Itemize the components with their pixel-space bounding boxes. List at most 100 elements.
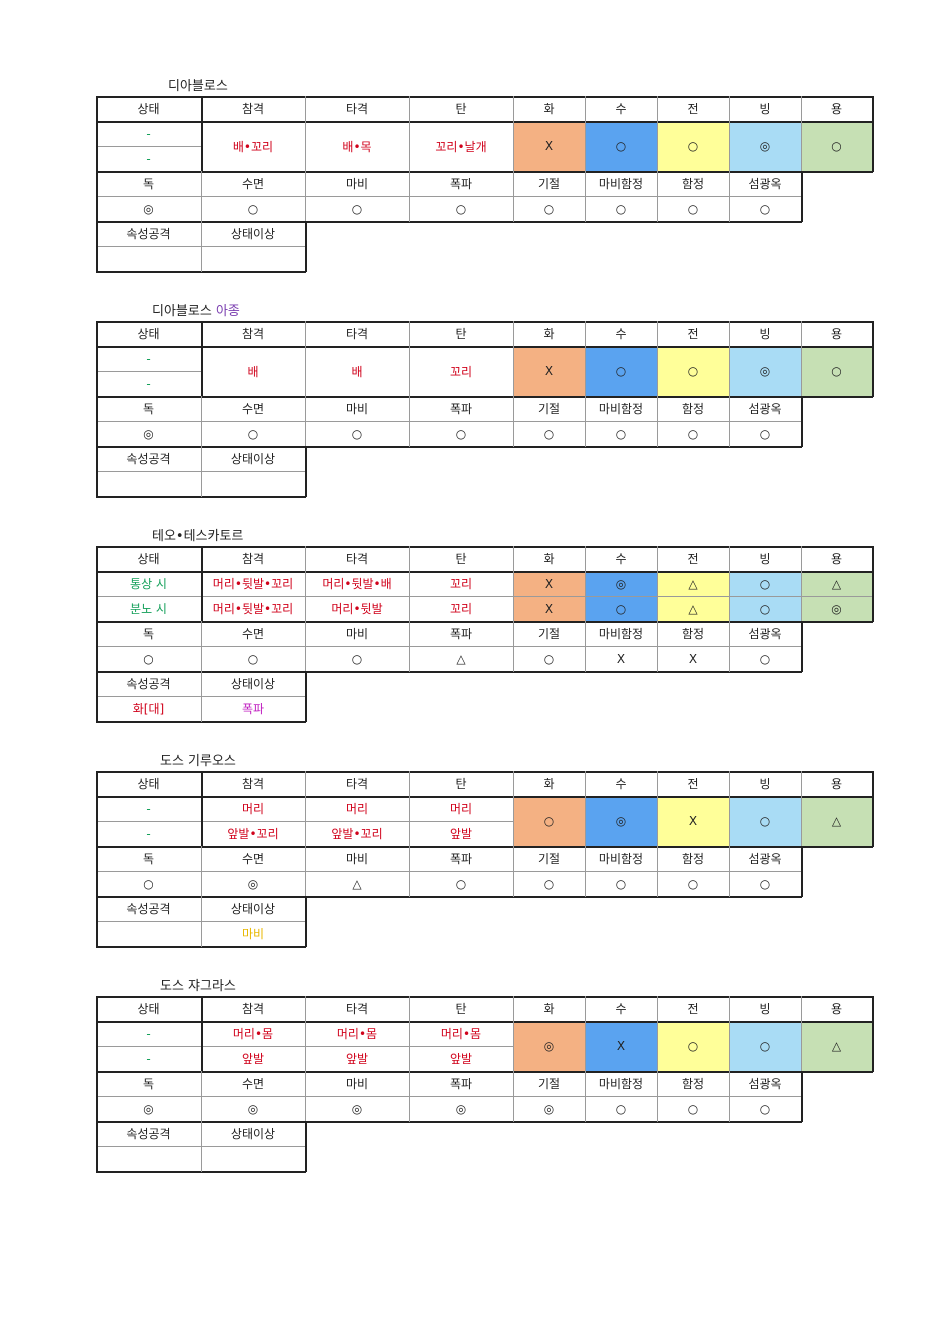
monster-name: 도스 쟈그라스	[160, 975, 236, 994]
column-divider	[729, 171, 730, 222]
status-header-cell: 마비함정	[598, 627, 644, 641]
column-divider	[96, 396, 98, 447]
status-header-cell: 폭파	[449, 627, 473, 641]
column-divider	[872, 96, 874, 172]
row-divider	[96, 571, 873, 573]
status-effect-value: ○	[687, 426, 699, 441]
state-label: -	[146, 126, 151, 141]
status-header-cell: 수면	[241, 852, 265, 866]
row-divider	[96, 271, 306, 273]
column-divider	[96, 171, 98, 222]
row-divider	[96, 96, 873, 98]
state-label: -	[146, 826, 151, 841]
column-divider	[409, 1071, 410, 1122]
header-cell: 참격	[241, 327, 265, 341]
attack-header-cell: 속성공격	[126, 677, 171, 691]
column-divider	[801, 1071, 803, 1122]
state-label: 분노 시	[130, 602, 167, 616]
row-divider	[96, 546, 873, 548]
row-divider	[96, 896, 802, 898]
column-divider	[657, 996, 658, 1072]
status-header-cell: 함정	[681, 177, 705, 191]
column-divider	[585, 171, 586, 222]
monster-name-text: 디아블로스	[152, 304, 212, 319]
header-cell: 용	[830, 102, 843, 116]
header-cell: 상태	[137, 552, 160, 566]
column-divider	[96, 1071, 98, 1122]
weak-part-blunt: 머리•몸	[336, 1027, 378, 1041]
column-divider	[872, 321, 874, 397]
column-divider	[96, 321, 98, 397]
header-cell: 상태	[137, 777, 160, 791]
monster-name-text: 도스 기루오스	[160, 754, 236, 769]
status-effect-value: ◎	[143, 1101, 154, 1116]
elemental-attack-value	[96, 921, 201, 946]
monster-name: 테오•테스카토르	[152, 525, 243, 544]
header-cell: 화	[543, 1002, 555, 1016]
column-divider	[585, 1071, 586, 1122]
status-header-cell: 수면	[241, 627, 265, 641]
header-cell: 참격	[241, 552, 265, 566]
element-thunder-value: ○	[657, 346, 729, 396]
row-divider	[96, 1096, 802, 1097]
element-thunder-value: △	[657, 571, 729, 596]
attack-header-cell: 속성공격	[126, 452, 171, 466]
header-cell: 타격	[345, 552, 369, 566]
status-effect-value: ◎	[143, 201, 154, 216]
status-effect-value: ○	[351, 651, 363, 666]
status-header-cell: 수면	[241, 1077, 265, 1091]
weak-part-blunt: 머리	[345, 802, 369, 816]
status-effect-value: △	[456, 651, 466, 666]
column-divider	[305, 221, 307, 272]
attack-header-cell: 속성공격	[126, 227, 171, 241]
header-cell: 빙	[759, 1002, 771, 1016]
column-divider	[657, 171, 658, 222]
row-divider	[96, 996, 873, 998]
column-divider	[305, 96, 306, 172]
weak-part-cut: 배	[247, 364, 259, 379]
column-divider	[409, 996, 410, 1072]
column-divider	[729, 321, 730, 397]
status-effect-value: ○	[687, 876, 699, 891]
column-divider	[801, 996, 802, 1072]
row-divider	[96, 396, 873, 398]
column-divider	[305, 996, 306, 1072]
row-divider	[96, 146, 202, 147]
weak-part-shot: 꼬리	[449, 577, 473, 591]
row-divider	[96, 596, 873, 597]
weak-part-cut: 앞발•꼬리	[227, 827, 279, 841]
column-divider	[305, 396, 306, 447]
weak-part-blunt: 머리•뒷발•배	[322, 577, 392, 591]
header-cell: 화	[543, 552, 555, 566]
row-divider	[96, 1071, 873, 1073]
column-divider	[729, 546, 730, 622]
row-divider	[96, 771, 873, 773]
column-divider	[801, 171, 803, 222]
monster-name: 디아블로스	[168, 75, 228, 94]
monster-variant-label: 아종	[211, 304, 240, 319]
status-header-cell: 수면	[241, 402, 265, 416]
element-ice-value: ◎	[729, 121, 801, 171]
header-cell: 탄	[455, 1002, 467, 1016]
status-attack-value	[201, 1146, 305, 1171]
status-effect-value: ◎	[143, 426, 154, 441]
element-fire-value: ◎	[513, 1021, 585, 1071]
row-divider	[96, 871, 802, 872]
column-divider	[585, 321, 586, 397]
row-divider	[96, 221, 802, 223]
status-effect-value: ○	[759, 651, 771, 666]
element-ice-value: ○	[729, 1021, 801, 1071]
state-label: 통상 시	[130, 577, 167, 591]
status-effect-value: ◎	[543, 1101, 555, 1116]
status-attack-value: 마비	[241, 927, 265, 941]
column-divider	[409, 321, 410, 397]
element-water-value: ○	[585, 346, 657, 396]
column-divider	[729, 846, 730, 897]
element-ice-value: ○	[729, 596, 801, 621]
header-cell: 탄	[455, 102, 467, 116]
header-cell: 용	[830, 1002, 843, 1016]
column-divider	[305, 546, 306, 622]
state-label: -	[146, 801, 151, 816]
status-header-cell: 독	[142, 852, 155, 866]
column-divider	[96, 96, 98, 172]
